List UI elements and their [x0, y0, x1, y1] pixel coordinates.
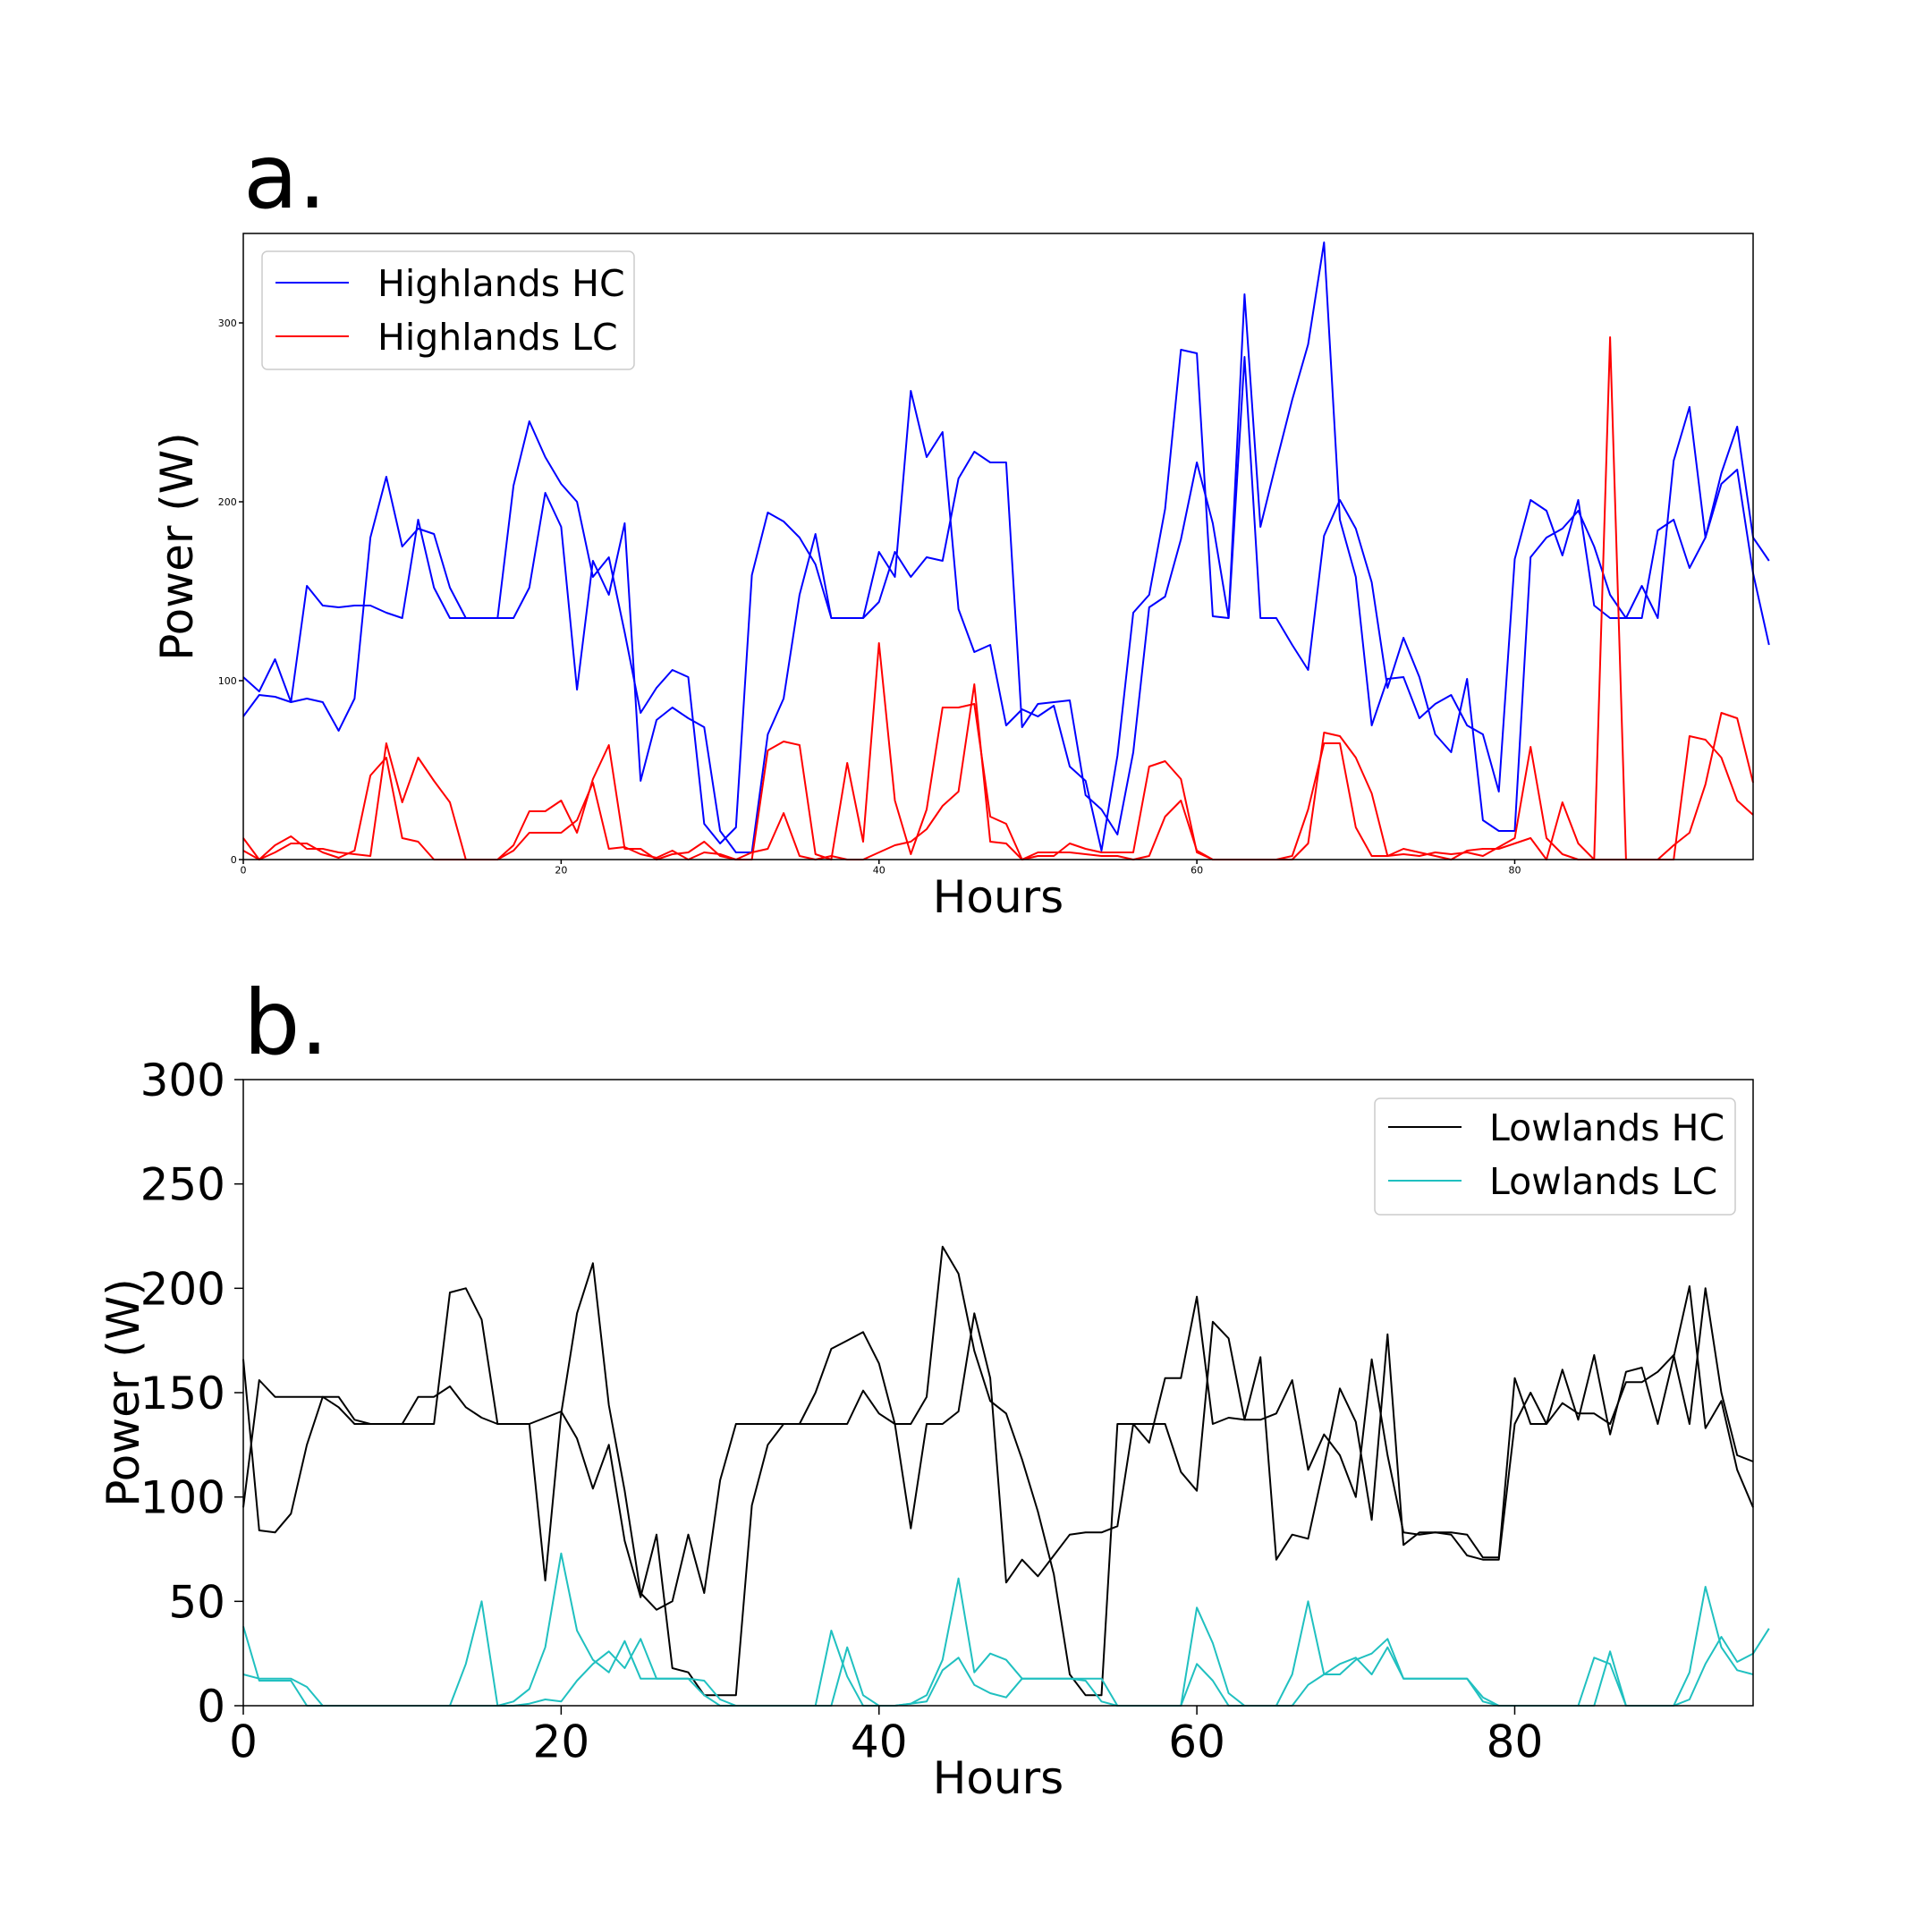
- legend-entry-label: Highlands HC: [377, 262, 625, 305]
- legend-entry-label: Lowlands LC: [1489, 1160, 1717, 1203]
- series-line-highlands-hc-1: [242, 242, 1770, 852]
- y-tick-label: 200: [218, 496, 237, 508]
- legend-entry-label: Highlands LC: [377, 316, 618, 359]
- panel-label: b.: [243, 970, 328, 1075]
- panel-label: a.: [243, 124, 326, 229]
- x-tick-label: 60: [1191, 864, 1203, 876]
- x-tick-label: 80: [1508, 864, 1521, 876]
- legend-entry-label: Lowlands HC: [1489, 1106, 1724, 1149]
- series-line-lowlands-hc-1: [242, 1245, 1754, 1697]
- y-tick-label: 150: [140, 1368, 225, 1419]
- x-axis-label: Hours: [933, 1752, 1063, 1804]
- panel-a-chart: a. 0 20 40 60 80 0 100 200 300 Hours Power (W) Highl…: [151, 124, 1770, 923]
- y-tick-label: 300: [140, 1055, 225, 1106]
- y-tick-label: 300: [218, 318, 237, 329]
- x-tick-label: 60: [1168, 1716, 1225, 1768]
- x-tick-label: 80: [1487, 1716, 1544, 1768]
- y-tick-label: 100: [140, 1472, 225, 1524]
- legend-box: [1374, 1097, 1736, 1216]
- y-tick-label: 100: [218, 675, 237, 687]
- y-axis-label: Power (W): [97, 1278, 149, 1507]
- legend-box: [261, 250, 635, 370]
- plot-frame: [242, 233, 1754, 860]
- y-tick-label: 0: [197, 1681, 225, 1733]
- x-tick-label: 40: [873, 864, 886, 876]
- x-tick-label: 0: [229, 1716, 258, 1768]
- x-tick-label: 20: [533, 1716, 590, 1768]
- x-tick-label: 40: [851, 1716, 908, 1768]
- series-line-lowlands-hc-0: [242, 1262, 1754, 1611]
- y-tick-label: 200: [140, 1263, 225, 1315]
- y-tick-label: 0: [231, 854, 237, 866]
- y-tick-label: 50: [168, 1576, 225, 1628]
- y-axis-label: Power (W): [151, 432, 203, 661]
- panel-b-chart: b. 0 20 40 60 80 0 50 100 150 200 250 300 Hours Power …: [97, 970, 1770, 1804]
- y-tick-label: 250: [140, 1159, 225, 1211]
- x-tick-label: 20: [555, 864, 567, 876]
- x-axis-label: Hours: [933, 871, 1063, 923]
- x-tick-label: 0: [241, 864, 247, 876]
